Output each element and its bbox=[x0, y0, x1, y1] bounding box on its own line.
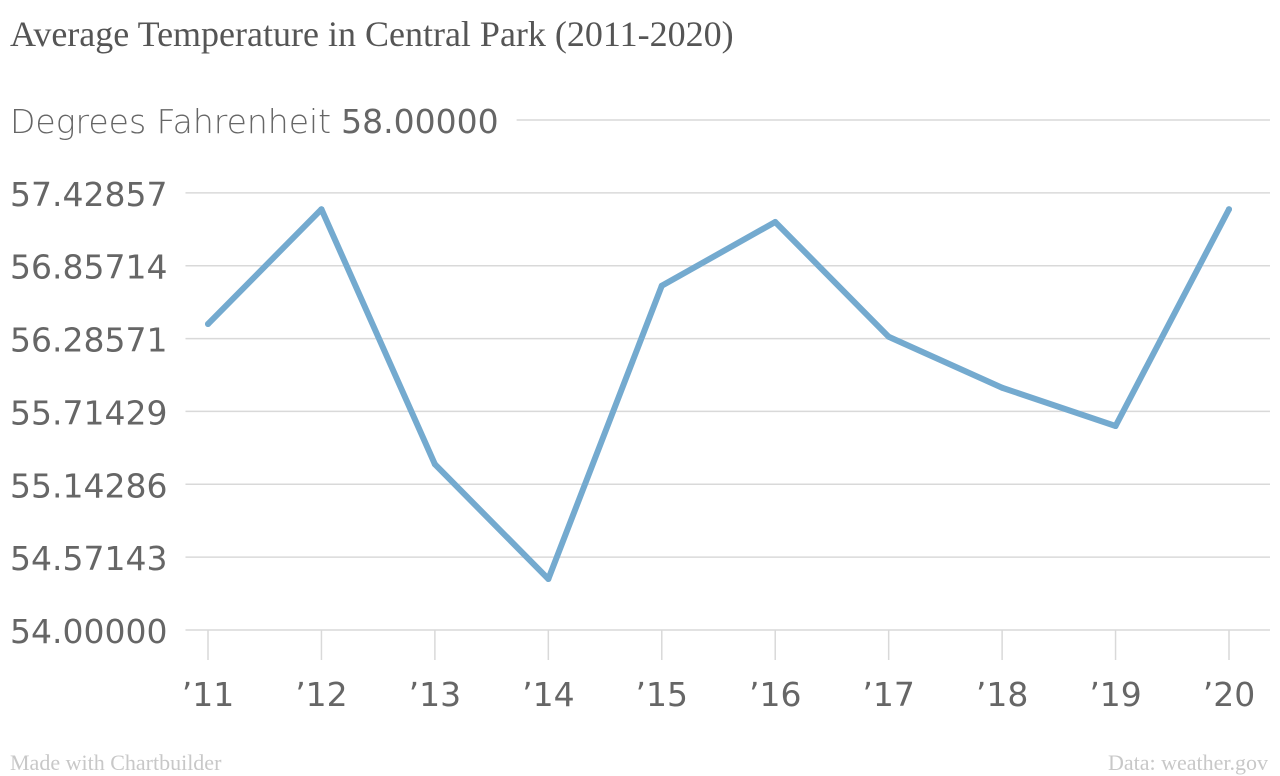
x-tick-label: ’17 bbox=[862, 675, 914, 714]
data-point bbox=[1112, 423, 1119, 429]
data-point bbox=[772, 219, 779, 225]
x-tick-label: ’15 bbox=[636, 675, 688, 714]
y-tick-label: 54.57143 bbox=[10, 539, 167, 578]
y-axis-label: Degrees Fahrenheit bbox=[10, 102, 331, 141]
data-point bbox=[885, 333, 892, 340]
data-point bbox=[318, 206, 325, 213]
y-tick-label: 56.85714 bbox=[10, 248, 167, 287]
y-tick-label: 57.42857 bbox=[10, 175, 167, 214]
footer-source: Data: weather.gov bbox=[1108, 750, 1268, 775]
x-tick-label: ’18 bbox=[976, 675, 1028, 714]
x-tick-label: ’16 bbox=[749, 675, 801, 714]
series-layer bbox=[205, 206, 1232, 582]
data-point bbox=[658, 282, 665, 289]
x-tick-label: ’12 bbox=[295, 675, 347, 714]
x-tick-label: ’20 bbox=[1203, 675, 1255, 714]
y-axis: Degrees Fahrenheit 54.00000 54.57143 55.14… bbox=[10, 102, 499, 651]
chart-title: Average Temperature in Central Park (201… bbox=[10, 14, 734, 54]
footer-credit: Made with Chartbuilder bbox=[10, 750, 222, 775]
series-line bbox=[205, 206, 1232, 582]
x-tick-label: ’19 bbox=[1089, 675, 1141, 714]
y-tick-label: 56.28571 bbox=[10, 321, 167, 360]
x-tick-label: ’13 bbox=[409, 675, 461, 714]
x-tick-label: ’11 bbox=[182, 675, 234, 714]
y-tick-label: 58.00000 bbox=[341, 102, 498, 141]
gridlines bbox=[185, 119, 1270, 631]
data-point bbox=[999, 384, 1006, 391]
y-tick-label: 54.00000 bbox=[10, 612, 167, 651]
data-point bbox=[1226, 206, 1232, 213]
y-tick-label: 55.71429 bbox=[10, 393, 167, 432]
data-point bbox=[545, 576, 552, 582]
y-tick-label: 55.14286 bbox=[10, 466, 167, 505]
data-point bbox=[205, 321, 211, 327]
x-tick-label: ’14 bbox=[522, 675, 574, 714]
x-axis: ’11 ’12 ’13 ’14 ’15 ’16 ’17 ’18 ’19 ’20 bbox=[182, 630, 1255, 714]
data-point bbox=[431, 461, 438, 468]
